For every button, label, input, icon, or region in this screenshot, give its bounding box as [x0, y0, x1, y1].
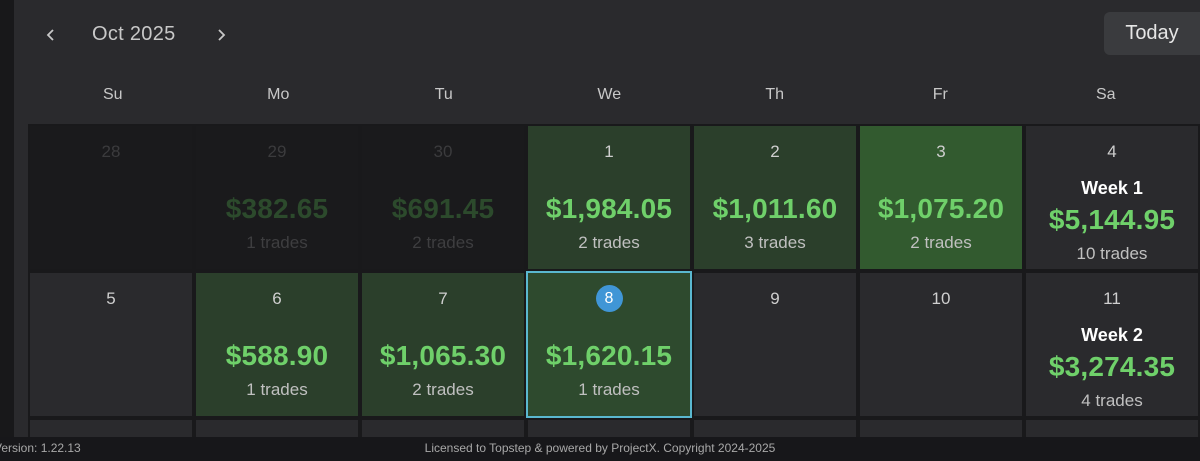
day-cell[interactable]: 1 $1,984.05 2 trades — [526, 124, 692, 271]
week-label: Week 1 — [1081, 178, 1143, 198]
weekday-label: We — [597, 86, 622, 103]
today-button[interactable]: Today — [1104, 12, 1200, 55]
today-badge: 8 — [595, 285, 623, 312]
month-label: Oct 2025 — [92, 23, 176, 45]
day-pnl: $1,075.20 — [877, 193, 1005, 224]
day-number: 30 — [433, 142, 453, 161]
week-label: Week 2 — [1081, 325, 1143, 345]
day-trades: 3 trades — [744, 233, 806, 252]
day-pnl: $1,065.30 — [379, 340, 507, 371]
day-cell[interactable]: 30 $691.45 2 trades — [360, 124, 526, 271]
day-cell[interactable]: 6 $588.90 1 trades — [194, 271, 360, 418]
next-month-button[interactable] — [206, 20, 236, 50]
day-cell[interactable]: 5 — [28, 271, 194, 418]
day-cell[interactable]: 10 — [858, 271, 1024, 418]
license-text: Licensed to Topstep & powered by Project… — [424, 441, 776, 455]
week-pnl: $5,144.95 — [1048, 204, 1176, 235]
day-trades: 2 trades — [578, 233, 640, 252]
day-pnl: $588.90 — [225, 340, 329, 371]
week-trades: 4 trades — [1081, 391, 1143, 410]
day-cell[interactable]: 3 $1,075.20 2 trades — [858, 124, 1024, 271]
day-trades: 2 trades — [412, 380, 474, 399]
day-trades: 1 trades — [578, 380, 640, 399]
day-cell[interactable]: 29 $382.65 1 trades — [194, 124, 360, 271]
day-number: 2 — [770, 142, 780, 161]
prev-month-button[interactable] — [36, 20, 66, 50]
day-number: 1 — [604, 142, 614, 161]
day-number: 4 — [1107, 142, 1117, 161]
footer-bar: Version: 1.22.13 Licensed to Topstep & p… — [0, 437, 1200, 461]
day-pnl: $1,620.15 — [545, 340, 673, 371]
day-trades: 1 trades — [246, 380, 308, 399]
day-cell[interactable]: 2 $1,011.60 3 trades — [692, 124, 858, 271]
chevron-right-icon — [218, 29, 226, 41]
day-number: 28 — [101, 142, 121, 161]
day-number: 7 — [438, 289, 448, 308]
calendar-app: Oct 2025 Today Su Mo Tu We Th Fr Sa 28 2… — [14, 0, 1200, 461]
day-number: 10 — [931, 289, 951, 308]
week-summary-cell[interactable]: 11 Week 2 $3,274.35 4 trades — [1024, 271, 1200, 418]
day-cell[interactable]: 28 — [28, 124, 194, 271]
day-number: 9 — [770, 289, 780, 308]
week-summary-cell[interactable]: 4 Week 1 $5,144.95 10 trades — [1024, 124, 1200, 271]
day-pnl: $691.45 — [391, 193, 495, 224]
day-trades: 2 trades — [412, 233, 474, 252]
calendar-header: Oct 2025 Today — [14, 0, 1200, 70]
weekday-label: Mo — [267, 86, 290, 103]
day-number: 11 — [1103, 289, 1121, 308]
weekday-label: Sa — [1095, 86, 1116, 103]
chevron-left-icon — [46, 29, 54, 41]
day-number: 3 — [936, 142, 946, 161]
day-pnl: $382.65 — [225, 193, 329, 224]
day-pnl: $1,984.05 — [545, 193, 673, 224]
weekday-label: Su — [102, 86, 123, 103]
day-trades: 1 trades — [246, 233, 308, 252]
day-number: 6 — [272, 289, 282, 308]
day-trades: 2 trades — [910, 233, 972, 252]
day-cell[interactable]: 9 — [692, 271, 858, 418]
weekday-label: Tu — [434, 86, 453, 103]
selected-day-cell[interactable]: 8 $1,620.15 1 trades — [526, 271, 692, 418]
week-pnl: $3,274.35 — [1048, 351, 1176, 382]
weekday-label: Fr — [932, 86, 948, 103]
version-text: Version: 1.22.13 — [0, 441, 81, 455]
day-number: 5 — [106, 289, 116, 308]
weekday-label: Th — [765, 86, 785, 103]
week-trades: 10 trades — [1076, 244, 1148, 263]
day-number: 29 — [267, 142, 287, 161]
day-pnl: $1,011.60 — [712, 193, 838, 224]
weekday-header: Su Mo Tu We Th Fr Sa — [30, 86, 1200, 110]
day-cell[interactable]: 7 $1,065.30 2 trades — [360, 271, 526, 418]
